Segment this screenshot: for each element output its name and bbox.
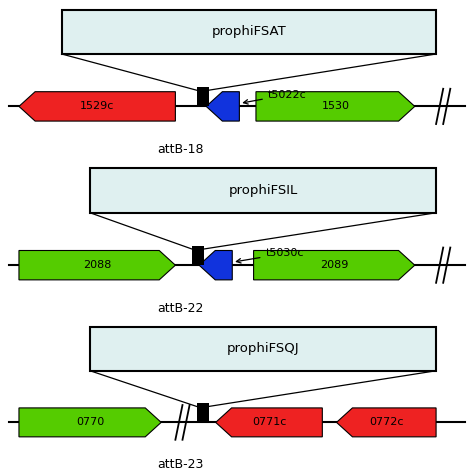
Bar <box>197 403 209 422</box>
Text: attB-18: attB-18 <box>157 143 203 156</box>
Bar <box>62 9 436 54</box>
Bar <box>192 246 204 264</box>
Polygon shape <box>256 91 415 121</box>
Polygon shape <box>19 250 175 280</box>
Polygon shape <box>337 408 436 437</box>
Text: t5030c: t5030c <box>237 248 304 263</box>
Bar <box>90 168 436 213</box>
Text: 2089: 2089 <box>320 260 348 270</box>
Text: 1529c: 1529c <box>80 101 114 111</box>
Text: t5022c: t5022c <box>244 90 307 104</box>
Text: 0770: 0770 <box>76 418 104 428</box>
Polygon shape <box>206 91 239 121</box>
Bar <box>197 87 209 106</box>
Polygon shape <box>216 408 322 437</box>
Polygon shape <box>19 408 161 437</box>
Text: prophiFSQJ: prophiFSQJ <box>227 342 300 356</box>
Text: prophiFSIL: prophiFSIL <box>228 184 298 197</box>
Text: attB-23: attB-23 <box>157 458 203 471</box>
Polygon shape <box>19 91 175 121</box>
Bar <box>90 327 436 371</box>
Text: prophiFSAT: prophiFSAT <box>211 25 286 38</box>
Text: 1530: 1530 <box>321 101 349 111</box>
Polygon shape <box>199 250 232 280</box>
Text: 0772c: 0772c <box>369 418 403 428</box>
Polygon shape <box>254 250 415 280</box>
Text: 0771c: 0771c <box>252 418 286 428</box>
Text: attB-22: attB-22 <box>157 301 203 315</box>
Text: 2088: 2088 <box>83 260 111 270</box>
